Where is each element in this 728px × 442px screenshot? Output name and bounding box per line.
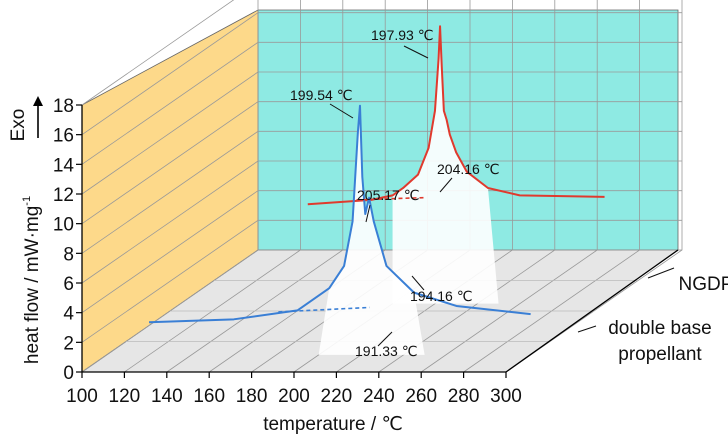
x-tick-label: 300: [490, 386, 522, 407]
annotation-leader: [365, 204, 371, 223]
x-tick-label: 240: [363, 386, 395, 407]
series-peak-fill: [318, 105, 425, 355]
baselines: [278, 196, 425, 313]
annotation-label: 199.54 ℃: [290, 87, 352, 103]
y-tick-label: 2: [63, 333, 74, 354]
y-tick-label: 16: [53, 126, 74, 147]
y-tick-label: 18: [53, 96, 74, 117]
y-axis-title: heat flow / mW·mg-1: [21, 196, 43, 364]
y-tick-label: 12: [53, 185, 74, 206]
x-tick-label: 160: [193, 386, 225, 407]
x-tick-label: 140: [151, 386, 183, 407]
grid-line-x: [420, 0, 598, 373]
x-tick-label: 260: [405, 386, 437, 407]
x-tick-label: 200: [278, 386, 310, 407]
x-tick-label: 280: [448, 386, 480, 407]
annotation-label: 194.16 ℃: [410, 288, 472, 304]
curve-fills: [318, 26, 499, 355]
exo-arrow-head: [33, 96, 43, 106]
series-label-double-base-line2: propellant: [618, 344, 702, 365]
series-label-double-base: double base: [608, 318, 712, 339]
annotation-label: 197.93 ℃: [371, 27, 433, 43]
y-axis-title-superscript: -1: [21, 196, 33, 206]
series-line: [149, 104, 531, 324]
series-baseline: [278, 306, 370, 313]
x-tick-label: 100: [66, 386, 98, 407]
grid-line-y: [81, 0, 235, 106]
grid-line-x: [208, 0, 386, 373]
series-label-leader: [577, 325, 597, 333]
grid-line-x: [463, 0, 640, 373]
exo-label: Exo: [8, 109, 29, 142]
y-tick-label: 4: [63, 304, 74, 325]
y-tick-label: 6: [63, 274, 74, 295]
series-peak-fill: [392, 26, 499, 304]
depth-axis-line: [505, 249, 679, 373]
y-tick-label: 14: [53, 155, 75, 176]
annotation-leader: [377, 331, 393, 347]
x-tick-label: 120: [109, 386, 141, 407]
grid-line-x: [124, 0, 301, 373]
tick-marks: [76, 104, 507, 378]
text-labels: 100 120 140 160 180 200 220 240 260 280 300 0 2 4 6 8 10…: [8, 27, 728, 435]
y-tick-label: 0: [63, 363, 74, 384]
x-axis-title: temperature / ℃: [263, 414, 403, 435]
annotation-leader: [329, 103, 354, 119]
x-tick-label: 220: [321, 386, 353, 407]
y-tick-label: 10: [53, 215, 74, 236]
annotation-leaders: [329, 45, 453, 347]
annotation-label: 191.33 ℃: [355, 343, 417, 359]
grid-line-x: [378, 0, 556, 373]
annotation-label: 205.17 ℃: [357, 187, 419, 203]
annotation-leader: [411, 275, 425, 291]
grid-line-x: [81, 0, 259, 373]
y-tick-label: 8: [63, 244, 74, 265]
series-label-leader: [647, 267, 675, 279]
series-line: [307, 25, 605, 206]
annotation-label: 204.16 ℃: [437, 161, 499, 177]
grid-lines: [81, 0, 683, 373]
curves: [149, 25, 605, 324]
y-axis-title-main: heat flow / mW·mg: [22, 206, 43, 364]
x-tick-label: 180: [236, 386, 268, 407]
grid-line-x: [166, 0, 344, 373]
series-label-ngdp: NGDP: [679, 274, 728, 295]
annotation-leader: [403, 45, 429, 59]
grid-line-x: [505, 0, 683, 373]
annotation-leader: [439, 177, 453, 193]
series-baseline: [356, 196, 425, 201]
